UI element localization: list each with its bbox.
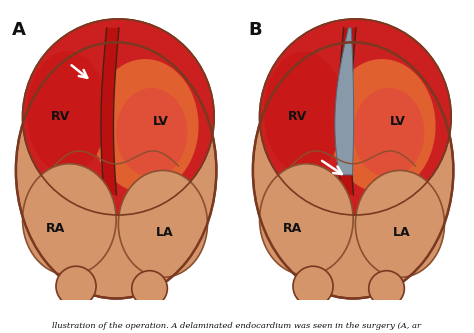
Ellipse shape [260,19,451,215]
Ellipse shape [260,164,353,275]
Ellipse shape [328,59,436,193]
Text: RA: RA [46,222,65,235]
Ellipse shape [369,271,404,306]
Ellipse shape [253,42,453,299]
Ellipse shape [23,164,116,275]
Text: LA: LA [156,226,174,239]
Ellipse shape [27,51,107,174]
Ellipse shape [353,88,424,177]
Text: A: A [11,21,25,39]
Ellipse shape [91,59,199,193]
Text: llustration of the operation. A delaminated endocardium was seen in the surgery : llustration of the operation. A delamina… [53,322,421,330]
Text: B: B [248,21,262,39]
Polygon shape [335,28,354,175]
Text: RA: RA [283,222,302,235]
Ellipse shape [56,266,96,306]
Ellipse shape [116,88,187,177]
Ellipse shape [356,170,445,277]
Ellipse shape [264,51,344,174]
Ellipse shape [16,42,216,299]
Text: RV: RV [51,111,70,124]
Ellipse shape [293,266,333,306]
Polygon shape [101,28,119,195]
Polygon shape [338,28,356,195]
Text: LA: LA [393,226,411,239]
Ellipse shape [23,19,214,215]
Text: RV: RV [288,111,307,124]
Text: LV: LV [390,115,406,128]
Ellipse shape [118,170,208,277]
Text: LV: LV [153,115,169,128]
Ellipse shape [132,271,167,306]
